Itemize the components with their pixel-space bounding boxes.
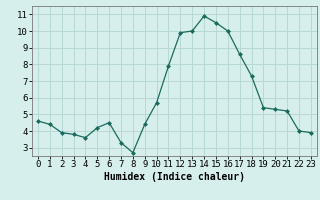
X-axis label: Humidex (Indice chaleur): Humidex (Indice chaleur) <box>104 172 245 182</box>
